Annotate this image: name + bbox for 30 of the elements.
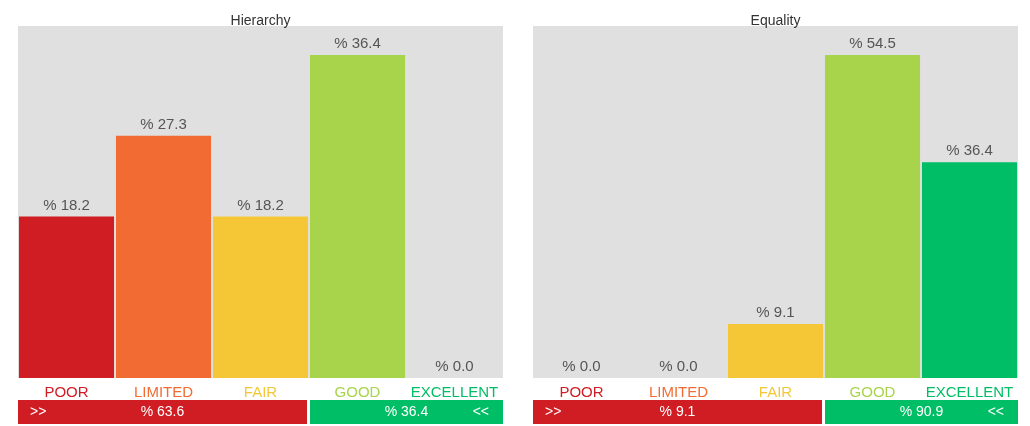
x-tick-label: LIMITED (648, 383, 709, 400)
data-label: % 27.3 (140, 114, 187, 132)
text: % 63.6 (140, 403, 185, 419)
text: % 36.4 (384, 403, 429, 419)
data-label: % 54.5 (849, 34, 896, 52)
data-label: % 18.2 (237, 195, 284, 213)
text: << (472, 403, 489, 419)
data-label: % 0.0 (562, 357, 601, 374)
data-label: % 0.0 (435, 357, 474, 374)
x-tick-label: GOOD (334, 383, 381, 400)
x-tick-label: POOR (44, 383, 89, 400)
text: << (987, 403, 1004, 419)
data-label: % 36.4 (334, 34, 381, 52)
x-tick-label: LIMITED (133, 383, 194, 400)
x-tick-label: FAIR (243, 383, 278, 400)
text: >> (30, 403, 47, 419)
data-label: % 36.4 (946, 141, 993, 159)
x-tick-label: GOOD (849, 383, 896, 400)
text: % 90.9 (899, 403, 944, 419)
x-tick-label: FAIR (758, 383, 793, 400)
x-tick-label: POOR (559, 383, 604, 400)
data-label: % 9.1 (756, 303, 795, 321)
chart-title: Hierarchy (230, 12, 291, 28)
data-label: % 18.2 (43, 195, 90, 213)
chart-title: Equality (750, 12, 801, 28)
text: % 9.1 (659, 403, 696, 419)
text: >> (545, 403, 562, 419)
x-tick-label: EXCELLENT (925, 383, 1014, 400)
data-label: % 0.0 (659, 357, 698, 374)
x-tick-label: EXCELLENT (410, 383, 499, 400)
